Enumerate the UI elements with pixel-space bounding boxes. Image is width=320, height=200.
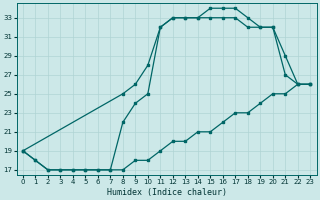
X-axis label: Humidex (Indice chaleur): Humidex (Indice chaleur) [107, 188, 227, 197]
